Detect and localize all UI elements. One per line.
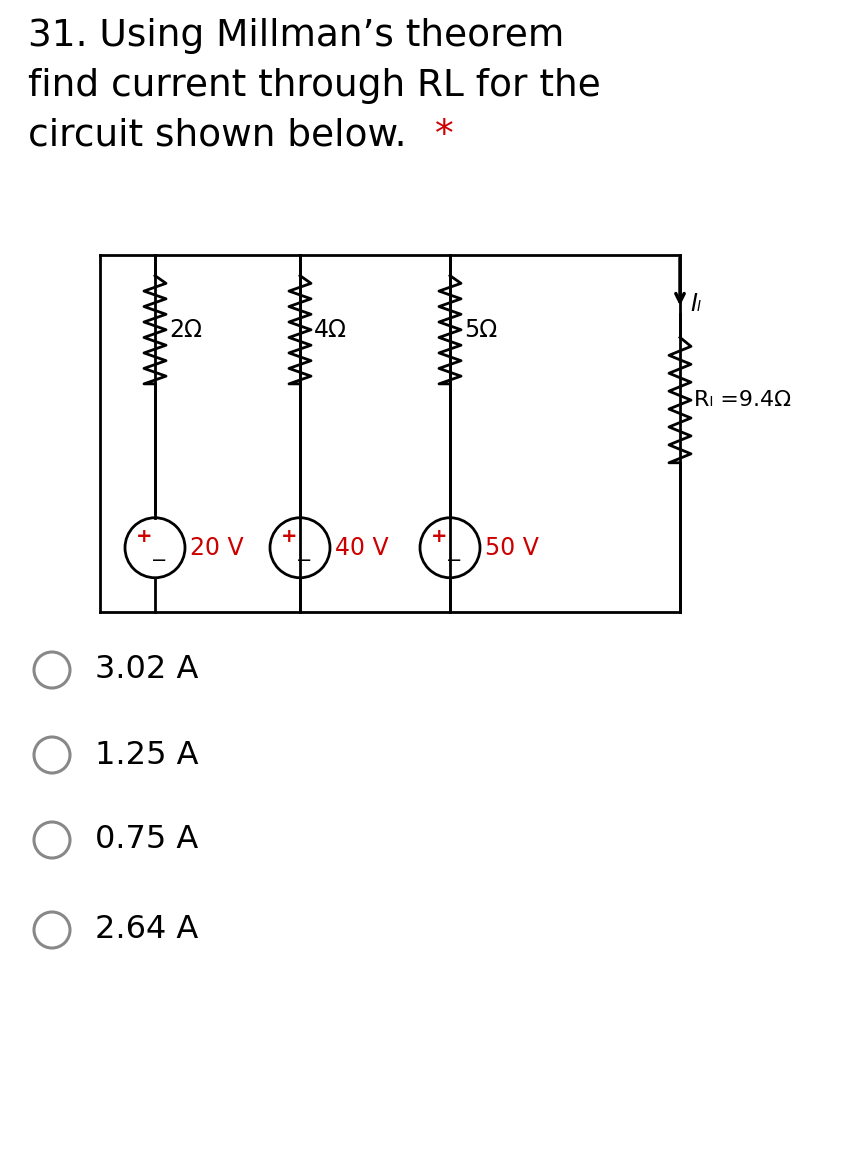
Text: −: − [446, 551, 463, 570]
Text: 50 V: 50 V [485, 536, 539, 560]
Text: circuit shown below.: circuit shown below. [28, 118, 406, 154]
Text: Rₗ =9.4Ω: Rₗ =9.4Ω [694, 391, 791, 410]
Text: 3.02 A: 3.02 A [95, 654, 199, 685]
Text: 2Ω: 2Ω [169, 318, 202, 342]
Text: 1.25 A: 1.25 A [95, 740, 199, 771]
Text: *: * [423, 118, 454, 154]
Text: 31. Using Millman’s theorem: 31. Using Millman’s theorem [28, 18, 564, 54]
Text: Iₗ: Iₗ [690, 291, 700, 316]
Text: +: + [136, 526, 153, 546]
Text: 40 V: 40 V [335, 536, 389, 560]
Text: 20 V: 20 V [190, 536, 244, 560]
Text: 2.64 A: 2.64 A [95, 915, 198, 946]
Text: −: − [151, 551, 168, 570]
Text: +: + [431, 526, 448, 546]
Text: −: − [296, 551, 312, 570]
Text: 4Ω: 4Ω [314, 318, 347, 342]
Text: +: + [281, 526, 298, 546]
Text: 5Ω: 5Ω [464, 318, 497, 342]
Text: find current through RL for the: find current through RL for the [28, 68, 601, 104]
Text: 0.75 A: 0.75 A [95, 825, 198, 856]
